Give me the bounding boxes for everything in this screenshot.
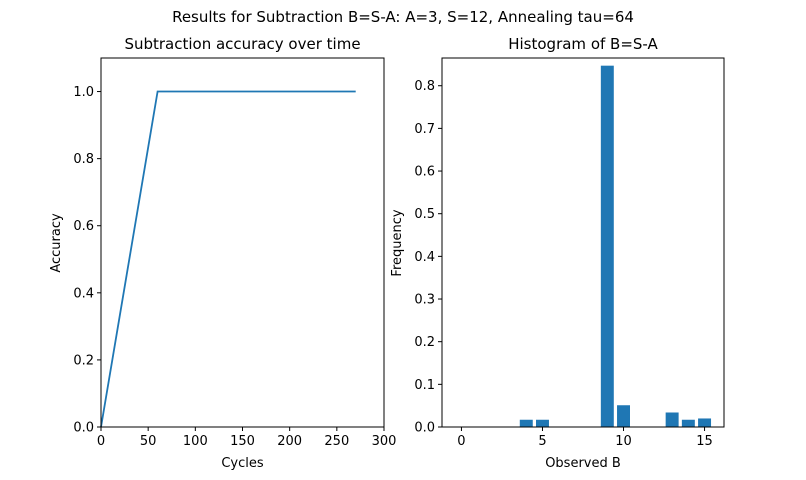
accuracy-chart-title: Subtraction accuracy over time — [124, 35, 360, 53]
histogram-y-tick-label: 0.1 — [414, 378, 435, 393]
histogram-y-tick-label: 0.4 — [414, 250, 435, 265]
accuracy-y-axis-label: Accuracy — [49, 213, 64, 273]
histogram-x-tick-label: 0 — [457, 434, 465, 449]
accuracy-x-axis-label: Cycles — [221, 456, 264, 471]
accuracy-y-tick-label: 0.2 — [73, 353, 94, 368]
accuracy-x-tick-label: 100 — [183, 434, 208, 449]
figure-suptitle: Results for Subtraction B=S-A: A=3, S=12… — [172, 8, 634, 26]
accuracy-chart: Subtraction accuracy over time 0 50 100 150… — [49, 35, 396, 471]
histogram-y-tick-label: 0.5 — [414, 207, 435, 222]
histogram-y-tick-label: 0.3 — [414, 293, 435, 308]
accuracy-y-tick-label: 0.0 — [73, 421, 94, 436]
accuracy-x-tick-label: 300 — [372, 434, 397, 449]
accuracy-y-tick-label: 1.0 — [73, 85, 94, 100]
histogram-bar-10 — [617, 405, 630, 427]
histogram-bar-9 — [600, 65, 614, 427]
accuracy-plot-area: 0 50 100 150 200 250 300 0.0 0.2 0.4 0.6 0.8 1.0 — [73, 57, 397, 449]
histogram-x-tick-label: 15 — [696, 434, 713, 449]
histogram-x-tick-label: 5 — [538, 434, 546, 449]
accuracy-x-tick-label: 0 — [97, 434, 105, 449]
accuracy-x-tick-label: 200 — [277, 434, 302, 449]
accuracy-y-tick-label: 0.6 — [73, 219, 94, 234]
histogram-bar-13 — [665, 412, 679, 427]
histogram-axes-frame — [441, 57, 725, 428]
accuracy-y-tick-label: 0.4 — [73, 286, 94, 301]
histogram-bar-14 — [681, 419, 695, 427]
accuracy-y-tick-label: 0.8 — [73, 152, 94, 167]
accuracy-axes-frame — [100, 57, 385, 428]
histogram-y-axis-label: Frequency — [390, 209, 405, 276]
histogram-plot-area: 0 5 10 15 0.0 0.1 0.2 0.3 0.4 0.5 0.6 0.7 0.8 — [414, 57, 725, 449]
histogram-y-tick-label: 0.2 — [414, 335, 435, 350]
histogram-y-tick-label: 0.6 — [414, 165, 435, 180]
histogram-y-tick-label: 0.8 — [414, 79, 435, 94]
histogram-bar-15 — [698, 418, 712, 427]
histogram-y-tick-label: 0.7 — [414, 122, 435, 137]
histogram-chart-title: Histogram of B=S-A — [508, 35, 658, 53]
histogram-chart: Histogram of B=S-A 0 5 10 15 0.0 0.1 0.2 0.3 0.4… — [390, 35, 725, 471]
accuracy-x-tick-label: 50 — [140, 434, 157, 449]
histogram-x-axis-label: Observed B — [545, 456, 621, 471]
histogram-bar-5 — [536, 419, 549, 427]
histogram-y-tick-label: 0.0 — [414, 421, 435, 436]
accuracy-x-tick-label: 250 — [324, 434, 349, 449]
accuracy-x-tick-label: 150 — [230, 434, 255, 449]
histogram-bar-4 — [519, 419, 533, 427]
accuracy-series-line-0 — [100, 90, 356, 428]
histogram-x-tick-label: 10 — [615, 434, 632, 449]
